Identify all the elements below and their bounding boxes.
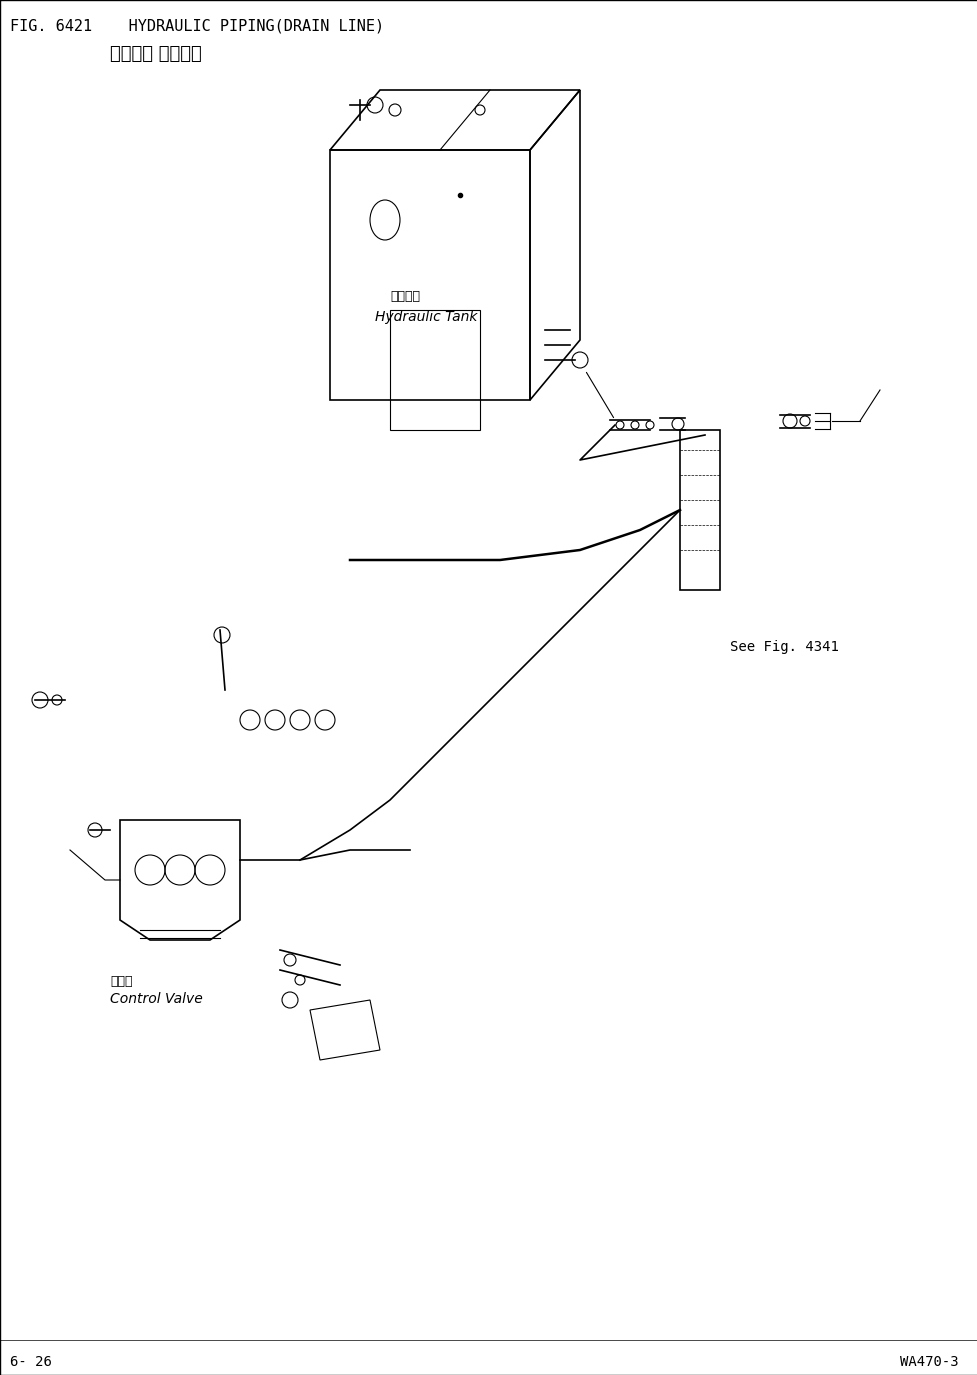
Text: 液压管路 泄油配管: 液压管路 泄油配管 (109, 45, 201, 63)
Text: WA470-3: WA470-3 (899, 1354, 957, 1370)
Text: 6- 26: 6- 26 (10, 1354, 52, 1370)
Text: 控制阀: 控制阀 (109, 975, 132, 989)
Text: FIG. 6421    HYDRAULIC PIPING(DRAIN LINE): FIG. 6421 HYDRAULIC PIPING(DRAIN LINE) (10, 18, 384, 33)
Text: 液压油筱: 液压油筱 (390, 290, 419, 302)
Text: See Fig. 4341: See Fig. 4341 (729, 639, 838, 654)
Text: Hydraulic Tank: Hydraulic Tank (374, 309, 477, 324)
Text: Control Valve: Control Valve (109, 991, 202, 1006)
